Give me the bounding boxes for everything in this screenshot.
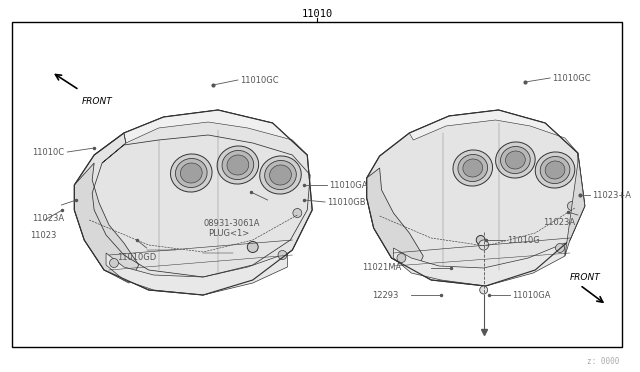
Text: 11010GC: 11010GC xyxy=(240,76,278,84)
Ellipse shape xyxy=(545,161,565,179)
Text: 11010C: 11010C xyxy=(32,148,64,157)
Polygon shape xyxy=(410,110,578,153)
Text: 11010GC: 11010GC xyxy=(552,74,591,83)
Text: 11010G: 11010G xyxy=(508,235,540,244)
Circle shape xyxy=(479,240,488,250)
Polygon shape xyxy=(367,168,423,273)
Polygon shape xyxy=(394,243,565,286)
Ellipse shape xyxy=(453,150,493,186)
Circle shape xyxy=(397,253,406,263)
Text: 11021MA: 11021MA xyxy=(362,263,401,273)
Circle shape xyxy=(293,208,302,218)
Ellipse shape xyxy=(217,146,259,184)
Text: 11023: 11023 xyxy=(29,231,56,240)
Text: 11023+A: 11023+A xyxy=(592,190,630,199)
Text: 12293: 12293 xyxy=(372,291,398,299)
Text: PLUG<1>: PLUG<1> xyxy=(208,228,250,237)
Ellipse shape xyxy=(269,165,291,185)
Text: 08931-3061A: 08931-3061A xyxy=(203,218,260,228)
Ellipse shape xyxy=(170,154,212,192)
Ellipse shape xyxy=(222,150,253,180)
Text: 11023A: 11023A xyxy=(543,218,575,227)
Circle shape xyxy=(480,286,488,294)
Ellipse shape xyxy=(500,147,530,173)
Ellipse shape xyxy=(535,152,575,188)
Text: 11010GA: 11010GA xyxy=(329,180,367,189)
Text: 11010GB: 11010GB xyxy=(327,198,365,206)
Text: FRONT: FRONT xyxy=(570,273,601,282)
Ellipse shape xyxy=(180,163,202,183)
Circle shape xyxy=(109,259,118,267)
Ellipse shape xyxy=(458,154,488,182)
Ellipse shape xyxy=(265,160,296,189)
Polygon shape xyxy=(367,110,585,286)
Ellipse shape xyxy=(540,157,570,183)
Polygon shape xyxy=(106,253,287,295)
Ellipse shape xyxy=(495,142,535,178)
Text: FRONT: FRONT xyxy=(81,97,112,106)
Text: 11010GD: 11010GD xyxy=(117,253,156,263)
Ellipse shape xyxy=(175,158,207,187)
Ellipse shape xyxy=(227,155,249,175)
Text: 11010GA: 11010GA xyxy=(513,291,551,299)
Polygon shape xyxy=(74,163,139,283)
Ellipse shape xyxy=(506,151,525,169)
Circle shape xyxy=(556,244,564,253)
Circle shape xyxy=(278,250,287,260)
Polygon shape xyxy=(74,110,312,295)
Ellipse shape xyxy=(260,156,301,194)
Text: z: 0000: z: 0000 xyxy=(587,357,620,366)
Polygon shape xyxy=(565,153,585,256)
Text: 11023A: 11023A xyxy=(32,214,64,222)
Ellipse shape xyxy=(463,159,483,177)
Bar xyxy=(12,22,623,347)
Polygon shape xyxy=(124,110,307,155)
Circle shape xyxy=(568,202,577,211)
Text: 11010: 11010 xyxy=(301,9,333,19)
Circle shape xyxy=(476,235,485,244)
Circle shape xyxy=(247,241,258,253)
